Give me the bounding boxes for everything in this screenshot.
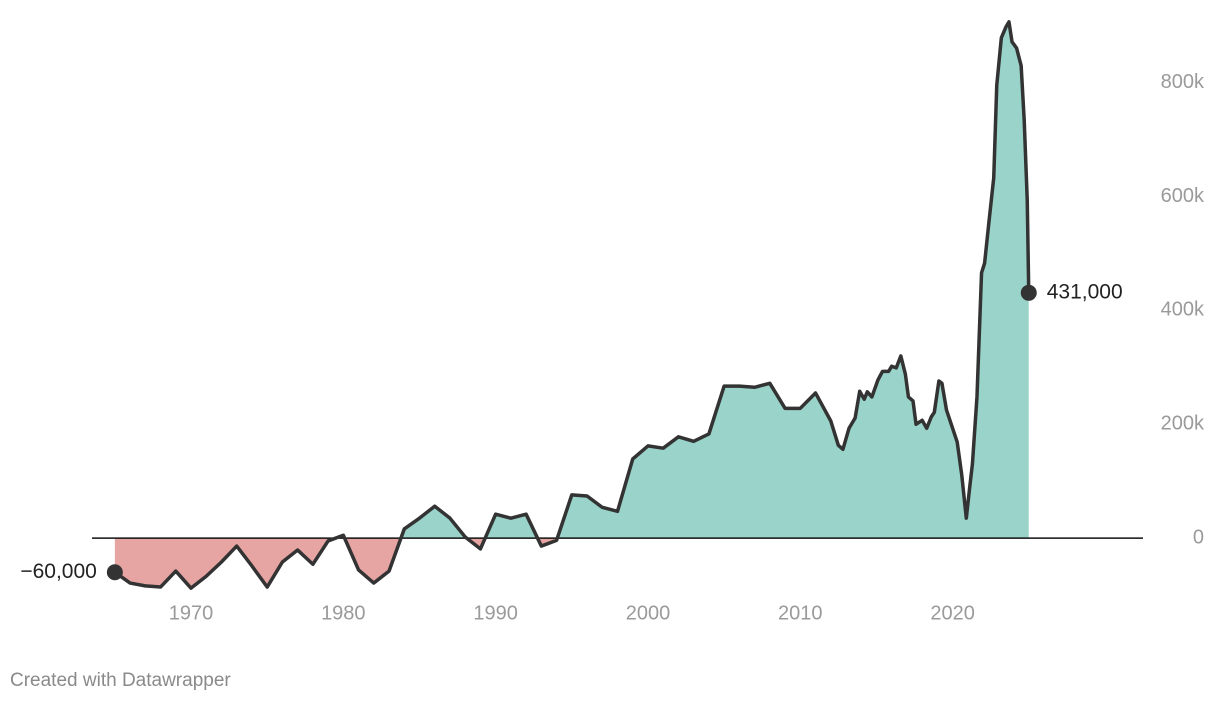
y-tick-label: 0 <box>1193 526 1204 548</box>
y-tick-label: 800k <box>1161 71 1205 93</box>
x-tick-label: 2020 <box>930 602 975 624</box>
y-tick-label: 600k <box>1161 185 1205 207</box>
line <box>113 20 1031 590</box>
x-tick-label: 2000 <box>626 602 671 624</box>
value-label: 431,000 <box>1047 280 1123 303</box>
value-label: −60,000 <box>20 560 97 583</box>
x-tick-label: 1990 <box>473 602 518 624</box>
area-negative <box>114 538 558 589</box>
end-dot <box>1020 284 1037 301</box>
area-positive <box>114 21 1029 539</box>
y-tick-label: 200k <box>1161 413 1205 435</box>
x-tick-label: 1980 <box>321 602 366 624</box>
y-tick-label: 400k <box>1161 299 1205 321</box>
x-tick-label: 1970 <box>169 602 214 624</box>
footer: Created with Datawrapper <box>10 670 231 691</box>
x-tick-label: 2010 <box>778 602 823 624</box>
end-dot <box>106 564 123 581</box>
